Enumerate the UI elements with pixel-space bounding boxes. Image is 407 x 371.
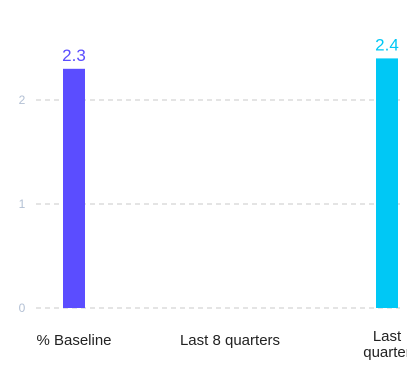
category-label-3: Last [373,328,402,345]
y-tick-label: 1 [19,197,26,211]
value-labels: 2.3 2.4 [62,35,399,64]
y-tick-label: 2 [19,93,26,107]
bar-3 [376,58,398,309]
bar-1 [63,68,85,308]
value-label-1: 2.3 [62,46,86,65]
value-label-3: 2.4 [375,35,399,54]
y-tick-labels: 0 1 2 [19,93,26,315]
category-label-2: Last 8 quarters [180,332,280,349]
category-label-3: quarter [363,344,407,361]
category-label-1: % Baseline [36,332,111,349]
y-tick-label: 0 [19,301,26,315]
grid-lines [36,99,400,309]
bars [63,58,398,309]
